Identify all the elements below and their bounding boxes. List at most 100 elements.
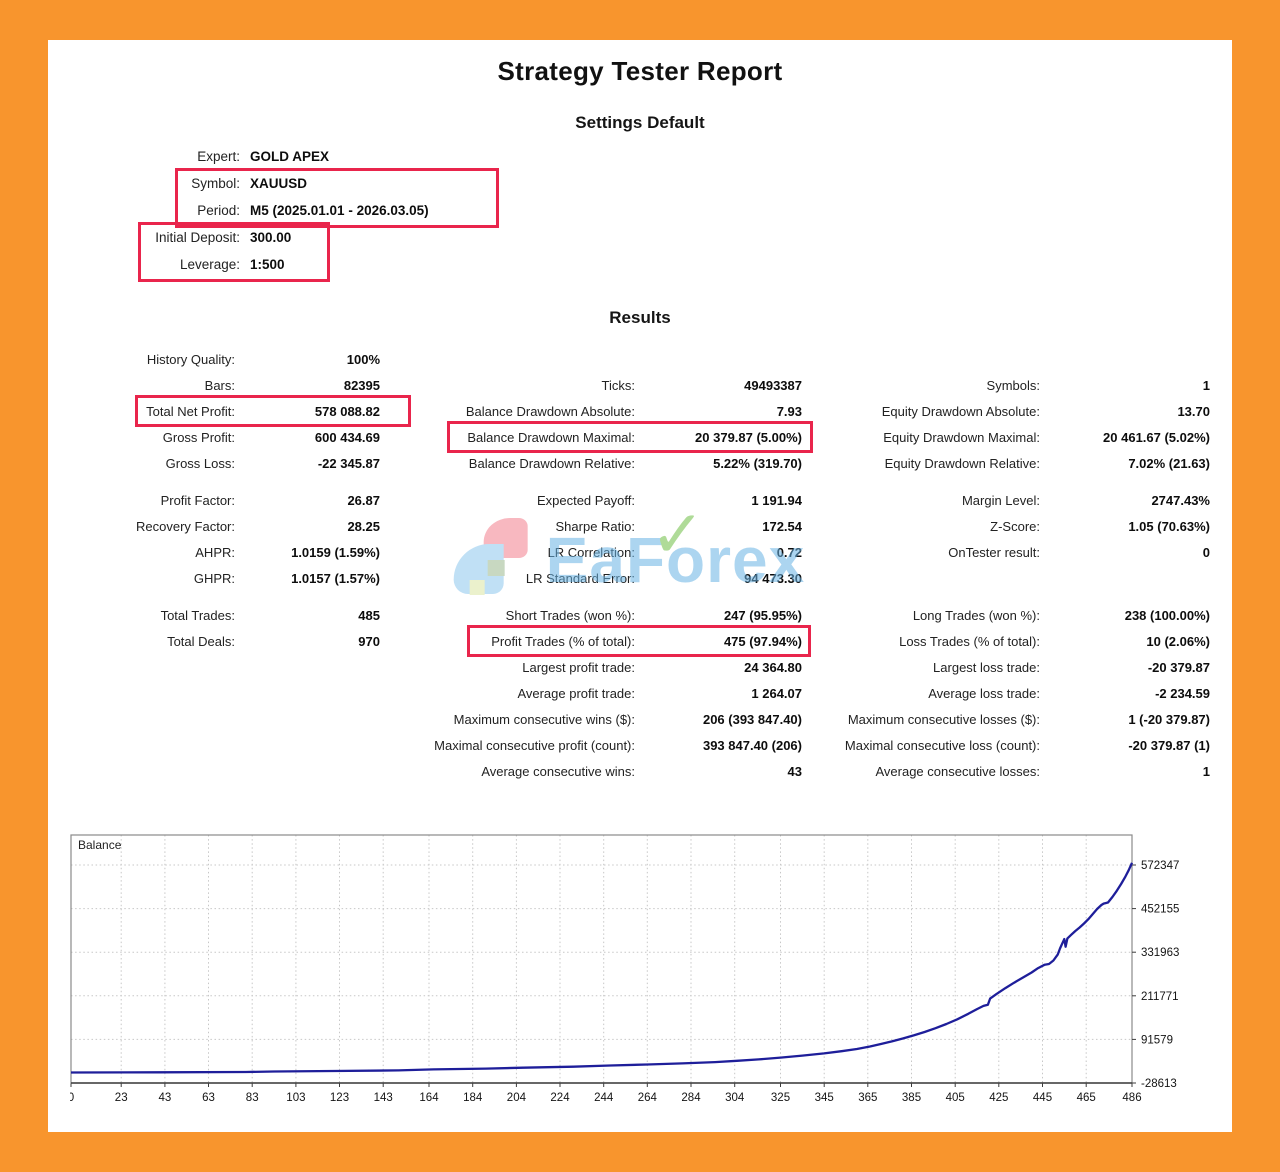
result-row: Average consecutive wins: 43 (425, 758, 802, 784)
result-value: 206 (393 847.40) (702, 711, 802, 727)
setting-row-symbol: Symbol: XAUUSD (48, 170, 1232, 197)
setting-value: 300.00 (250, 230, 292, 245)
balance-curve-svg: 0 23 43 63 83 103 123 143 164 184 204 224 244 264 284 3… (70, 834, 1179, 1104)
svg-text:43: 43 (159, 1092, 172, 1104)
result-value: 1 191.94 (751, 492, 802, 508)
result-row: Maximal consecutive profit (count): 393 8… (425, 732, 802, 758)
result-value: 43 (787, 763, 802, 779)
result-label: Gross Loss: (165, 455, 235, 471)
result-label: Gross Profit: (162, 429, 235, 445)
result-value: 100% (346, 351, 380, 367)
result-row: Maximal consecutive loss (count): -20 379… (795, 732, 1210, 758)
setting-row-leverage: Leverage: 1:500 (48, 251, 1232, 278)
result-value: 238 (100.00%) (1124, 607, 1210, 623)
result-label: AHPR: (195, 544, 235, 560)
row-spacer (65, 476, 380, 487)
svg-text:164: 164 (419, 1092, 439, 1104)
result-label: Balance Drawdown Maximal: (467, 429, 635, 445)
svg-text:123: 123 (330, 1092, 349, 1104)
result-value: 1.05 (70.63%) (1128, 518, 1210, 534)
result-value: 49493387 (744, 377, 802, 393)
result-value: 5.22% (319.70) (713, 455, 802, 471)
result-label: Profit Trades (% of total): (491, 633, 635, 649)
result-label: Equity Drawdown Absolute: (881, 403, 1040, 419)
result-label: Largest loss trade: (933, 659, 1040, 675)
result-value: 1 (1202, 763, 1210, 779)
result-row: Largest loss trade: -20 379.87 (795, 654, 1210, 680)
result-value: 7.93 (776, 403, 802, 419)
results-column-left: History Quality: 100% Bars: 82395 Total Net … (65, 346, 411, 654)
result-label: Equity Drawdown Maximal: (883, 429, 1040, 445)
row-spacer (65, 591, 380, 602)
setting-value: GOLD APEX (250, 149, 330, 164)
result-label: Margin Level: (961, 492, 1040, 508)
result-value: 2747.43% (1151, 492, 1210, 508)
result-row: Balance Drawdown Maximal: 20 379.87 (5.00… (425, 421, 813, 453)
result-value: 1.0159 (1.59%) (291, 544, 380, 560)
result-row: Gross Profit: 600 434.69 (65, 424, 380, 450)
results-column-middle: Ticks: 49493387 Balance Drawdown Absolute:… (425, 346, 813, 784)
result-row: Maximum consecutive losses ($): 1 (-20 37… (795, 706, 1210, 732)
result-label: Total Net Profit: (146, 403, 235, 419)
setting-label: Initial Deposit: (155, 230, 240, 245)
svg-text:103: 103 (286, 1092, 305, 1104)
result-row: Largest profit trade: 24 364.80 (425, 654, 802, 680)
result-value: 393 847.40 (206) (702, 737, 802, 753)
result-label: Z-Score: (990, 518, 1040, 534)
result-label: Balance Drawdown Absolute: (465, 403, 635, 419)
result-label: LR Correlation: (547, 544, 635, 560)
result-row: OnTester result: 0 (795, 539, 1210, 565)
result-value: 970 (358, 633, 380, 649)
result-row: Average profit trade: 1 264.07 (425, 680, 802, 706)
result-label: Average loss trade: (928, 685, 1040, 701)
svg-text:445: 445 (1033, 1092, 1052, 1104)
result-value: 24 364.80 (744, 659, 802, 675)
result-row: Loss Trades (% of total): 10 (2.06%) (795, 628, 1210, 654)
result-row: Total Net Profit: 578 088.82 (65, 395, 411, 427)
row-spacer (795, 591, 1210, 602)
result-value: 1 (1202, 377, 1210, 393)
result-label: Average consecutive losses: (875, 763, 1040, 779)
svg-text:385: 385 (902, 1092, 921, 1104)
result-label: Average profit trade: (517, 685, 635, 701)
setting-value: M5 (2025.01.01 - 2026.03.05) (250, 203, 429, 218)
svg-text:284: 284 (681, 1092, 701, 1104)
setting-row-expert: Expert: GOLD APEX (48, 143, 1232, 170)
result-value: 94 473.30 (744, 570, 802, 586)
result-row: History Quality: 100% (65, 346, 380, 372)
result-label: Short Trades (won %): (505, 607, 635, 623)
result-label: Total Trades: (160, 607, 235, 623)
result-label: Maximum consecutive wins ($): (453, 711, 635, 727)
result-label: Expected Payoff: (536, 492, 635, 508)
result-label: OnTester result: (948, 544, 1040, 560)
results-column-right: Symbols: 1 Equity Drawdown Absolute: 13.70 E… (795, 346, 1210, 784)
settings-heading: Settings Default (575, 113, 705, 132)
result-label: Loss Trades (% of total): (899, 633, 1040, 649)
result-row: Sharpe Ratio: 172.54 (425, 513, 803, 539)
result-label: Maximum consecutive losses ($): (847, 711, 1040, 727)
balance-chart: 0 23 43 63 83 103 123 143 164 184 204 224 244 264 284 3… (70, 833, 1210, 1127)
result-value: -2 234.59 (1155, 685, 1210, 701)
result-value: -20 379.87 (1147, 659, 1210, 675)
svg-text:-28613: -28613 (1141, 1078, 1177, 1090)
setting-label: Period: (197, 203, 240, 218)
svg-text:184: 184 (463, 1092, 483, 1104)
svg-text:264: 264 (638, 1092, 658, 1104)
svg-text:486: 486 (1122, 1092, 1141, 1104)
result-row: LR Standard Error: 94 473.30 (425, 565, 802, 591)
result-label: LR Standard Error: (525, 570, 635, 586)
svg-text:91579: 91579 (1141, 1034, 1173, 1046)
result-value: 0.72 (776, 544, 802, 560)
result-label: Ticks: (601, 377, 635, 393)
result-value: 20 461.67 (5.02%) (1103, 429, 1210, 445)
result-label: Equity Drawdown Relative: (884, 455, 1040, 471)
result-label: History Quality: (146, 351, 235, 367)
result-value: -20 379.87 (1) (1128, 737, 1210, 753)
svg-text:425: 425 (989, 1092, 1008, 1104)
result-row: Short Trades (won %): 247 (95.95%) (425, 602, 802, 628)
result-label: Bars: (204, 377, 235, 393)
settings-block: Expert: GOLD APEX Symbol: XAUUSD Period:… (48, 143, 1232, 282)
result-row: Long Trades (won %): 238 (100.00%) (795, 602, 1210, 628)
svg-text:63: 63 (202, 1092, 215, 1104)
setting-row-initial-deposit: Initial Deposit: 300.00 (48, 224, 1232, 251)
